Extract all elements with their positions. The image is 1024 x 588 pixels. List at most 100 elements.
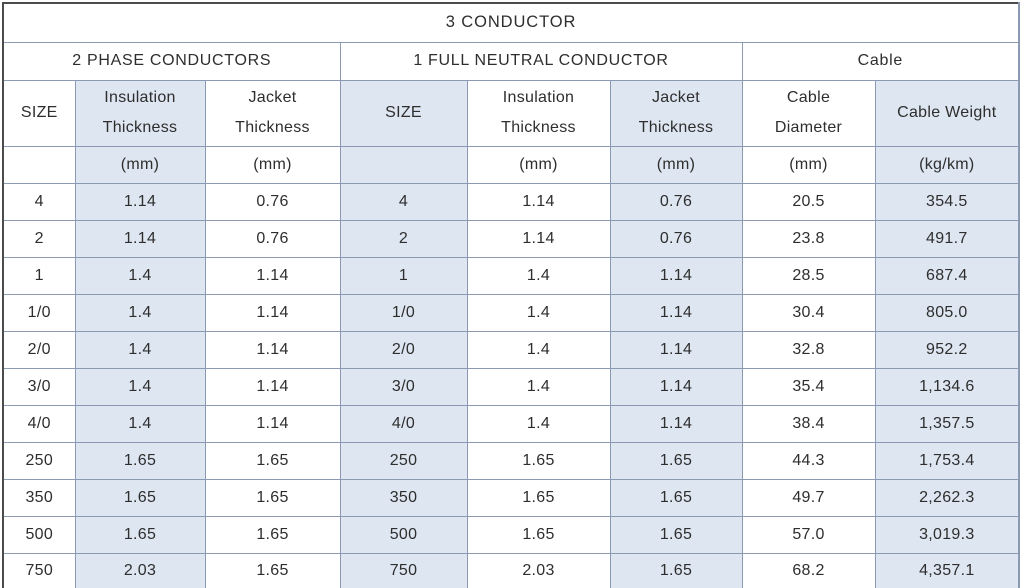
- table-cell: 500: [339, 515, 468, 554]
- table-cell: 1.4: [74, 256, 206, 295]
- unit-insulation-neutral: (mm): [466, 145, 611, 184]
- table-cell: 750: [2, 552, 76, 588]
- table-cell: 1.14: [609, 293, 743, 332]
- table-cell: 4/0: [339, 404, 468, 443]
- column-header-text: Diameter: [774, 119, 843, 136]
- column-header-text: Insulation: [104, 89, 176, 106]
- table-cell: 1.14: [204, 367, 341, 406]
- table-cell: 1.4: [466, 404, 611, 443]
- column-header-text: Thickness: [638, 119, 714, 136]
- section-neutral-conductor: 1 FULL NEUTRAL CONDUCTOR: [339, 41, 743, 81]
- table-cell: 3/0: [339, 367, 468, 406]
- table-cell: 0.76: [204, 182, 341, 221]
- table-cell: 750: [339, 552, 468, 588]
- table-cell: 38.4: [741, 404, 876, 443]
- table-cell: 0.76: [609, 182, 743, 221]
- table-cell: 4: [339, 182, 468, 221]
- column-header-size-neutral: SIZE: [339, 79, 468, 147]
- table-cell: 491.7: [874, 219, 1020, 258]
- table-cell: 952.2: [874, 330, 1020, 369]
- table-cell: 1.65: [204, 478, 341, 517]
- column-header-text: SIZE: [20, 104, 58, 121]
- column-header-text: Jacket: [651, 89, 701, 106]
- table-cell: 44.3: [741, 441, 876, 480]
- table-title-row: 3 CONDUCTOR: [2, 2, 1020, 43]
- column-header-text: Jacket: [248, 89, 297, 106]
- unit-cable-diameter: (mm): [741, 145, 876, 184]
- table-cell: 1.4: [466, 367, 611, 406]
- table-cell: 0.76: [609, 219, 743, 258]
- table-cell: 1.14: [609, 330, 743, 369]
- table-cell: 1.65: [466, 478, 611, 517]
- table-cell: 1.14: [204, 293, 341, 332]
- column-header-insulation-phase: Insulation Thickness: [74, 79, 206, 147]
- table-cell: 687.4: [874, 256, 1020, 295]
- table-cell: 32.8: [741, 330, 876, 369]
- table-cell: 1.14: [204, 256, 341, 295]
- column-header-text: Insulation: [502, 89, 575, 106]
- table-cell: 1.4: [74, 404, 206, 443]
- table-cell: 2: [2, 219, 76, 258]
- column-header-jacket-neutral: Jacket Thickness: [609, 79, 743, 147]
- units-row: (mm) (mm) (mm) (mm) (mm) (kg/km): [2, 145, 1020, 184]
- table-row: 1 1.4 1.14 1 1.4 1.14 28.5 687.4: [2, 256, 1020, 295]
- table-cell: 350: [339, 478, 468, 517]
- table-cell: 4/0: [2, 404, 76, 443]
- table-cell: 1,357.5: [874, 404, 1020, 443]
- unit-jacket-neutral: (mm): [609, 145, 743, 184]
- unit-jacket-phase: (mm): [204, 145, 341, 184]
- table-cell: 1.65: [204, 552, 341, 588]
- table-row: 2/0 1.4 1.14 2/0 1.4 1.14 32.8 952.2: [2, 330, 1020, 369]
- table-cell: 23.8: [741, 219, 876, 258]
- table-cell: 1.65: [74, 515, 206, 554]
- table-row: 500 1.65 1.65 500 1.65 1.65 57.0 3,019.3: [2, 515, 1020, 554]
- unit-cable-weight: (kg/km): [874, 145, 1020, 184]
- table-cell: 1.65: [609, 515, 743, 554]
- unit-insulation-phase: (mm): [74, 145, 206, 184]
- section-phase-conductors: 2 PHASE CONDUCTORS: [2, 41, 341, 81]
- column-header-cable-weight: Cable Weight: [874, 79, 1020, 147]
- table-cell: 1.4: [74, 330, 206, 369]
- table-row: 1/0 1.4 1.14 1/0 1.4 1.14 30.4 805.0: [2, 293, 1020, 332]
- column-header-text: Thickness: [102, 119, 178, 136]
- table-cell: 4: [2, 182, 76, 221]
- table-cell: 350: [2, 478, 76, 517]
- table-cell: 500: [2, 515, 76, 554]
- table-cell: 1,134.6: [874, 367, 1020, 406]
- table-row: 2 1.14 0.76 2 1.14 0.76 23.8 491.7: [2, 219, 1020, 258]
- table-row: 750 2.03 1.65 750 2.03 1.65 68.2 4,357.1: [2, 552, 1020, 588]
- table-cell: 57.0: [741, 515, 876, 554]
- table-cell: 1.65: [609, 478, 743, 517]
- table-header: 3 CONDUCTOR 2 PHASE CONDUCTORS 1 FULL NE…: [2, 2, 1020, 184]
- table-cell: 2/0: [2, 330, 76, 369]
- table-cell: 1.14: [74, 219, 206, 258]
- unit-size-phase: [2, 145, 76, 184]
- table-row: 350 1.65 1.65 350 1.65 1.65 49.7 2,262.3: [2, 478, 1020, 517]
- column-header-text: Cable Weight: [897, 104, 997, 121]
- table-body: 4 1.14 0.76 4 1.14 0.76 20.5 354.5 2 1.14 0.76 2 1.1…: [2, 182, 1020, 588]
- table-cell: 3/0: [2, 367, 76, 406]
- table-cell: 805.0: [874, 293, 1020, 332]
- column-header-jacket-phase: Jacket Thickness: [204, 79, 341, 147]
- column-header-text: SIZE: [385, 104, 422, 121]
- table-cell: 2,262.3: [874, 478, 1020, 517]
- table-cell: 1.4: [74, 367, 206, 406]
- table-cell: 2.03: [466, 552, 611, 588]
- column-header-size-phase: SIZE: [2, 79, 76, 147]
- table-cell: 30.4: [741, 293, 876, 332]
- table-row: 4/0 1.4 1.14 4/0 1.4 1.14 38.4 1,357.5: [2, 404, 1020, 443]
- table-cell: 4,357.1: [874, 552, 1020, 588]
- table-cell: 1.4: [466, 256, 611, 295]
- table-cell: 1.65: [609, 552, 743, 588]
- table-row: 4 1.14 0.76 4 1.14 0.76 20.5 354.5: [2, 182, 1020, 221]
- table-cell: 1.4: [466, 293, 611, 332]
- table-cell: 20.5: [741, 182, 876, 221]
- column-header-row: SIZE Insulation Thickness Jacket Thickness…: [2, 79, 1020, 147]
- table-cell: 49.7: [741, 478, 876, 517]
- table-cell: 354.5: [874, 182, 1020, 221]
- table-cell: 1: [2, 256, 76, 295]
- table-cell: 3,019.3: [874, 515, 1020, 554]
- table-cell: 1.14: [204, 330, 341, 369]
- table-cell: 1.65: [74, 441, 206, 480]
